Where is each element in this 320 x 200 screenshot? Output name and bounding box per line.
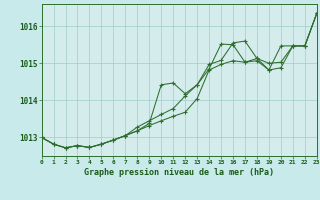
X-axis label: Graphe pression niveau de la mer (hPa): Graphe pression niveau de la mer (hPa) — [84, 168, 274, 177]
